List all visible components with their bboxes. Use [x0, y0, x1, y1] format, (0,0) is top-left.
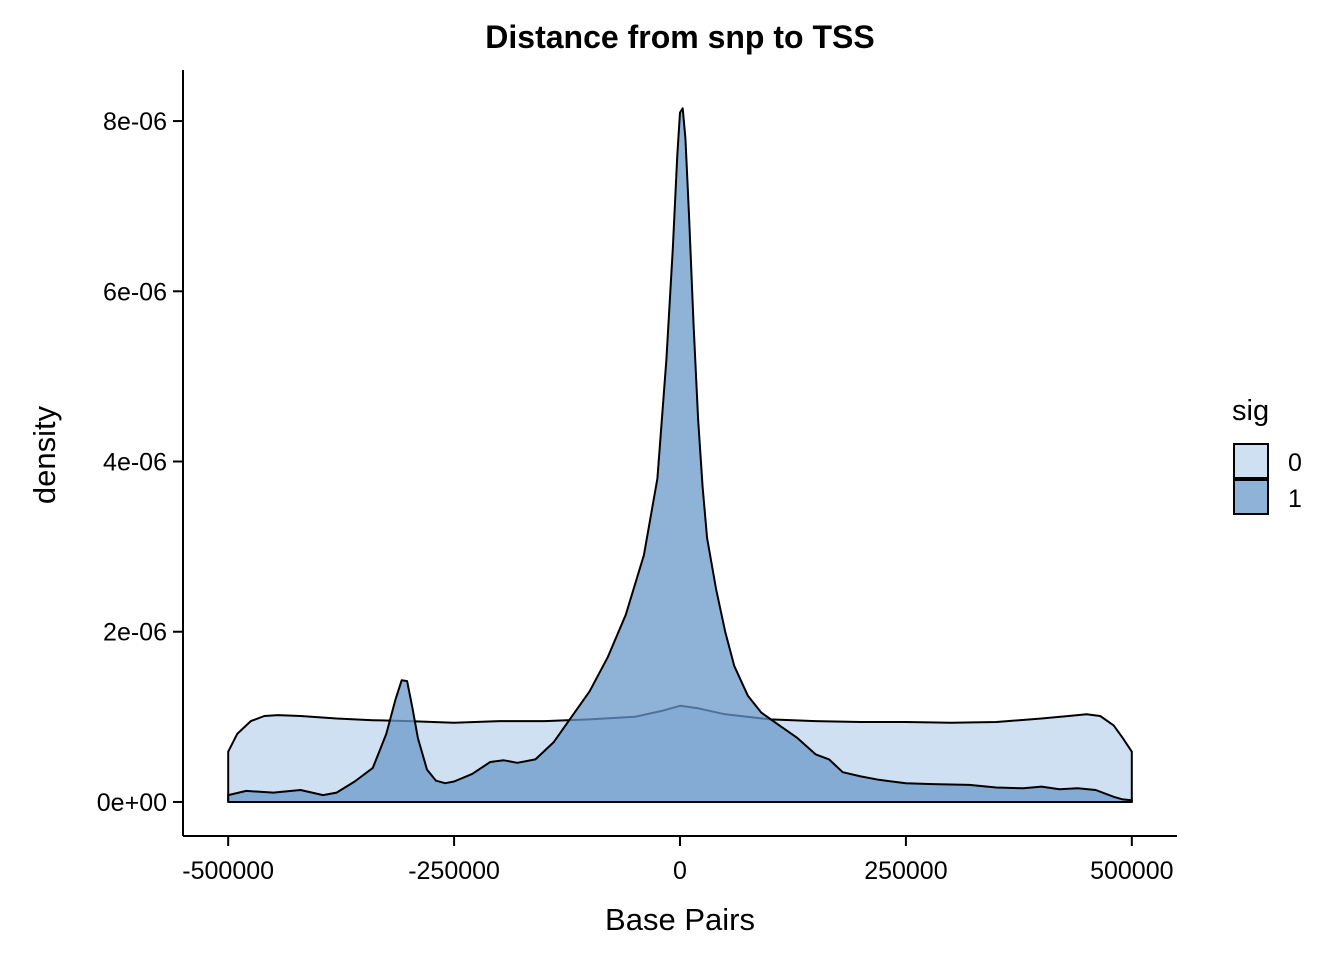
y-tick-label: 8e-06: [103, 108, 167, 136]
legend-title: sig: [1232, 395, 1269, 427]
y-axis-ticks: 0e+00 2e-06 4e-06 6e-06 8e-06: [97, 108, 183, 817]
legend: sig 0 1: [1232, 395, 1302, 515]
x-axis-ticks: -500000 -250000 0 250000 500000: [182, 836, 1174, 885]
legend-swatch-0: [1233, 443, 1269, 479]
legend-label-1: 1: [1288, 485, 1302, 513]
legend-label-0: 0: [1288, 449, 1302, 477]
legend-swatch-1: [1233, 479, 1269, 515]
plot-area: [227, 107, 1133, 803]
density-area-series-1: [227, 107, 1133, 803]
x-tick-label: 0: [673, 857, 687, 885]
y-tick-label: 4e-06: [103, 449, 167, 477]
y-tick-label: 2e-06: [103, 619, 167, 647]
y-tick-label: 0e+00: [97, 789, 167, 817]
x-tick-label: -250000: [408, 857, 500, 885]
x-tick-label: 250000: [864, 857, 947, 885]
x-tick-label: -500000: [182, 857, 274, 885]
y-axis-label: density: [27, 405, 62, 504]
x-axis-label: Base Pairs: [605, 902, 755, 937]
x-tick-label: 500000: [1090, 857, 1173, 885]
chart-title: Distance from snp to TSS: [485, 19, 874, 55]
y-tick-label: 6e-06: [103, 278, 167, 306]
